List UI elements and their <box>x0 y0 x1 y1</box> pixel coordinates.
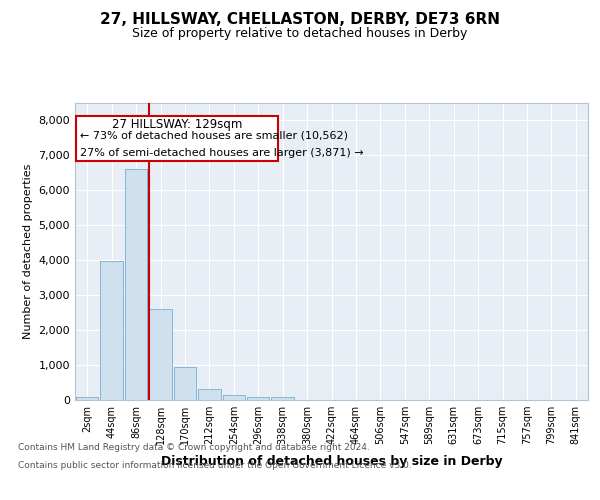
Bar <box>100 260 123 400</box>
Bar <box>173 367 196 400</box>
Bar <box>198 389 221 400</box>
X-axis label: Distribution of detached houses by size in Derby: Distribution of detached houses by size … <box>161 456 502 468</box>
Text: Contains HM Land Registry data © Crown copyright and database right 2024.: Contains HM Land Registry data © Crown c… <box>18 442 370 452</box>
Bar <box>271 397 294 400</box>
Bar <box>125 169 148 400</box>
Text: 27 HILLSWAY: 129sqm: 27 HILLSWAY: 129sqm <box>112 118 242 130</box>
Bar <box>149 309 172 400</box>
Text: ← 73% of detached houses are smaller (10,562): ← 73% of detached houses are smaller (10… <box>80 131 348 141</box>
Text: Contains public sector information licensed under the Open Government Licence v3: Contains public sector information licen… <box>18 461 412 470</box>
Y-axis label: Number of detached properties: Number of detached properties <box>23 164 33 339</box>
Bar <box>223 396 245 400</box>
Text: 27% of semi-detached houses are larger (3,871) →: 27% of semi-detached houses are larger (… <box>80 148 364 158</box>
Text: Size of property relative to detached houses in Derby: Size of property relative to detached ho… <box>133 28 467 40</box>
Bar <box>76 396 98 400</box>
FancyBboxPatch shape <box>76 116 278 162</box>
Bar <box>247 397 269 400</box>
Text: 27, HILLSWAY, CHELLASTON, DERBY, DE73 6RN: 27, HILLSWAY, CHELLASTON, DERBY, DE73 6R… <box>100 12 500 28</box>
